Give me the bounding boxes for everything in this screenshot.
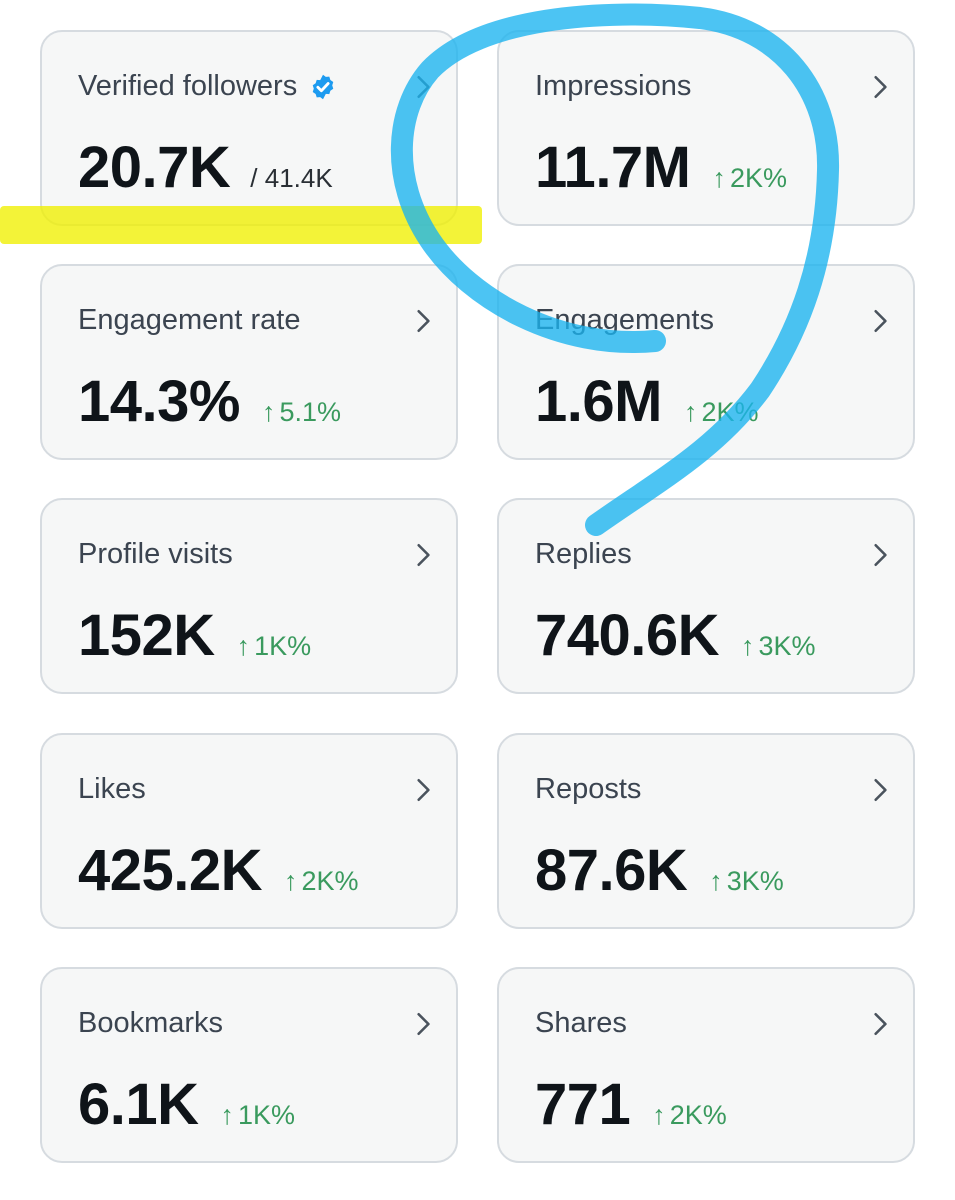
engagements-card[interactable]: Engagements 1.6M ↑ 2K% xyxy=(497,264,915,460)
chevron-right-icon[interactable] xyxy=(410,74,436,100)
profile-visits-change-value: 1K% xyxy=(254,631,312,661)
up-arrow-icon: ↑ xyxy=(261,397,276,427)
chevron-right-icon[interactable] xyxy=(410,542,436,568)
likes-card[interactable]: Likes 425.2K ↑ 2K% xyxy=(40,733,458,929)
impressions-change-value: 2K% xyxy=(730,163,788,193)
engagement-rate-label: Engagement rate xyxy=(78,304,301,336)
engagements-change: ↑ 2K% xyxy=(684,397,759,428)
bookmarks-change: ↑ 1K% xyxy=(221,1100,296,1131)
chevron-right-icon[interactable] xyxy=(867,542,893,568)
replies-label: Replies xyxy=(535,538,632,570)
chevron-right-icon[interactable] xyxy=(867,777,893,803)
impressions-card[interactable]: Impressions 11.7M ↑ 2K% xyxy=(497,30,915,226)
likes-value: 425.2K xyxy=(78,838,263,903)
up-arrow-icon: ↑ xyxy=(284,866,298,896)
reposts-change: ↑ 3K% xyxy=(709,866,784,897)
verified-followers-label-wrap: Verified followers xyxy=(78,70,337,103)
verified-followers-value-row: 20.7K / 41.4K xyxy=(78,134,333,201)
shares-label: Shares xyxy=(535,1007,627,1039)
impressions-value: 11.7M xyxy=(535,135,691,200)
likes-change-value: 2K% xyxy=(301,866,359,896)
bookmarks-card[interactable]: Bookmarks 6.1K ↑ 1K% xyxy=(40,967,458,1163)
impressions-change: ↑ 2K% xyxy=(713,163,788,194)
bookmarks-value-row: 6.1K ↑ 1K% xyxy=(78,1071,295,1138)
likes-change: ↑ 2K% xyxy=(284,866,359,897)
shares-change-value: 2K% xyxy=(669,1100,727,1130)
bookmarks-change-value: 1K% xyxy=(238,1100,296,1130)
chevron-right-icon[interactable] xyxy=(867,1011,893,1037)
engagements-value: 1.6M xyxy=(535,369,662,434)
shares-change: ↑ 2K% xyxy=(652,1100,727,1131)
up-arrow-icon: ↑ xyxy=(220,1100,235,1130)
shares-value-row: 771 ↑ 2K% xyxy=(535,1071,727,1138)
up-arrow-icon: ↑ xyxy=(741,631,755,661)
bookmarks-label: Bookmarks xyxy=(78,1007,224,1039)
reposts-change-value: 3K% xyxy=(726,866,784,896)
reposts-card[interactable]: Reposts 87.6K ↑ 3K% xyxy=(497,733,915,929)
replies-change-value: 3K% xyxy=(758,631,816,661)
likes-value-row: 425.2K ↑ 2K% xyxy=(78,837,359,904)
replies-value: 740.6K xyxy=(535,603,720,668)
shares-value: 771 xyxy=(535,1072,631,1137)
profile-visits-change: ↑ 1K% xyxy=(237,631,312,662)
reposts-value: 87.6K xyxy=(535,838,688,903)
chevron-right-icon[interactable] xyxy=(867,308,893,334)
up-arrow-icon: ↑ xyxy=(709,866,723,896)
up-arrow-icon: ↑ xyxy=(712,163,727,193)
engagements-change-value: 2K% xyxy=(701,397,759,427)
verified-badge-icon xyxy=(312,74,334,99)
engagement-rate-change-value: 5.1% xyxy=(279,397,342,427)
reposts-value-row: 87.6K ↑ 3K% xyxy=(535,837,784,904)
profile-visits-value: 152K xyxy=(78,603,215,668)
profile-visits-value-row: 152K ↑ 1K% xyxy=(78,602,311,669)
verified-followers-card[interactable]: Verified followers 20.7K / 41.4K xyxy=(40,30,458,226)
replies-card[interactable]: Replies 740.6K ↑ 3K% xyxy=(497,498,915,694)
profile-visits-card[interactable]: Profile visits 152K ↑ 1K% xyxy=(40,498,458,694)
engagement-rate-value-row: 14.3% ↑ 5.1% xyxy=(78,368,341,435)
up-arrow-icon: ↑ xyxy=(652,1100,666,1130)
profile-visits-label: Profile visits xyxy=(78,538,233,570)
impressions-value-row: 11.7M ↑ 2K% xyxy=(535,134,787,201)
engagement-rate-value: 14.3% xyxy=(78,369,240,434)
up-arrow-icon: ↑ xyxy=(236,631,251,661)
reposts-label: Reposts xyxy=(535,773,642,805)
engagements-value-row: 1.6M ↑ 2K% xyxy=(535,368,759,435)
likes-label: Likes xyxy=(78,773,146,805)
verified-followers-label: Verified followers xyxy=(78,70,298,102)
engagement-rate-card[interactable]: Engagement rate 14.3% ↑ 5.1% xyxy=(40,264,458,460)
chevron-right-icon[interactable] xyxy=(410,777,436,803)
verified-followers-value: 20.7K xyxy=(78,135,231,200)
chevron-right-icon[interactable] xyxy=(410,308,436,334)
chevron-right-icon[interactable] xyxy=(867,74,893,100)
shares-card[interactable]: Shares 771 ↑ 2K% xyxy=(497,967,915,1163)
impressions-label: Impressions xyxy=(535,70,692,102)
verified-followers-total: / 41.4K xyxy=(250,163,333,193)
up-arrow-icon: ↑ xyxy=(683,397,698,427)
replies-change: ↑ 3K% xyxy=(741,631,816,662)
bookmarks-value: 6.1K xyxy=(78,1072,199,1137)
engagements-label: Engagements xyxy=(535,304,714,336)
chevron-right-icon[interactable] xyxy=(410,1011,436,1037)
replies-value-row: 740.6K ↑ 3K% xyxy=(535,602,816,669)
engagement-rate-change: ↑ 5.1% xyxy=(262,397,341,428)
